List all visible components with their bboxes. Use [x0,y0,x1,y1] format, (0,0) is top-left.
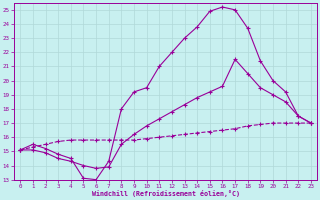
X-axis label: Windchill (Refroidissement éolien,°C): Windchill (Refroidissement éolien,°C) [92,190,240,197]
